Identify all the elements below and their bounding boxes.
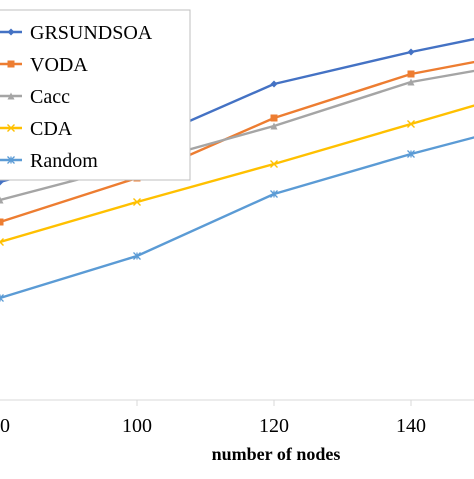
- data-point: [407, 150, 415, 158]
- data-point: [270, 122, 278, 130]
- data-point: [270, 114, 278, 122]
- data-point: [7, 156, 15, 164]
- legend-item: VODA: [0, 54, 88, 76]
- legend-label: CDA: [30, 118, 73, 140]
- series-random: [0, 136, 474, 302]
- data-point: [0, 218, 4, 226]
- data-point: [0, 196, 4, 204]
- data-point: [270, 160, 278, 168]
- data-point: [133, 198, 141, 206]
- x-tick-label: 120: [259, 415, 289, 437]
- data-point: [407, 70, 415, 78]
- legend-item: Random: [0, 150, 98, 172]
- legend-item: Cacc: [0, 86, 70, 108]
- x-tick-label: 140: [396, 415, 426, 437]
- x-tick-labels: 80100120140160: [0, 415, 426, 437]
- x-axis-title: number of nodes: [212, 444, 341, 464]
- data-point: [133, 252, 141, 260]
- data-point: [7, 92, 15, 100]
- data-point: [270, 190, 278, 198]
- x-tick-marks: [136, 400, 412, 406]
- x-tick-label: 80: [0, 415, 10, 437]
- data-point: [407, 78, 415, 86]
- x-tick-label: 100: [122, 415, 152, 437]
- data-point: [7, 124, 15, 132]
- series-cda: [0, 104, 474, 246]
- data-point: [270, 80, 278, 88]
- data-point: [407, 48, 415, 56]
- data-point: [7, 60, 15, 68]
- data-point: [407, 120, 415, 128]
- legend-label: GRSUNDSOA: [30, 22, 153, 44]
- legend: GRSUNDSOA VODA Cacc CDA Random: [0, 9, 191, 181]
- data-point: [0, 238, 4, 246]
- data-point: [7, 28, 15, 36]
- legend-box: [0, 9, 191, 181]
- legend-label: Cacc: [30, 86, 70, 108]
- legend-item: GRSUNDSOA: [0, 22, 153, 44]
- legend-item: CDA: [0, 118, 73, 140]
- data-point: [0, 294, 4, 302]
- legend-label: VODA: [30, 54, 88, 76]
- legend-label: Random: [30, 150, 98, 172]
